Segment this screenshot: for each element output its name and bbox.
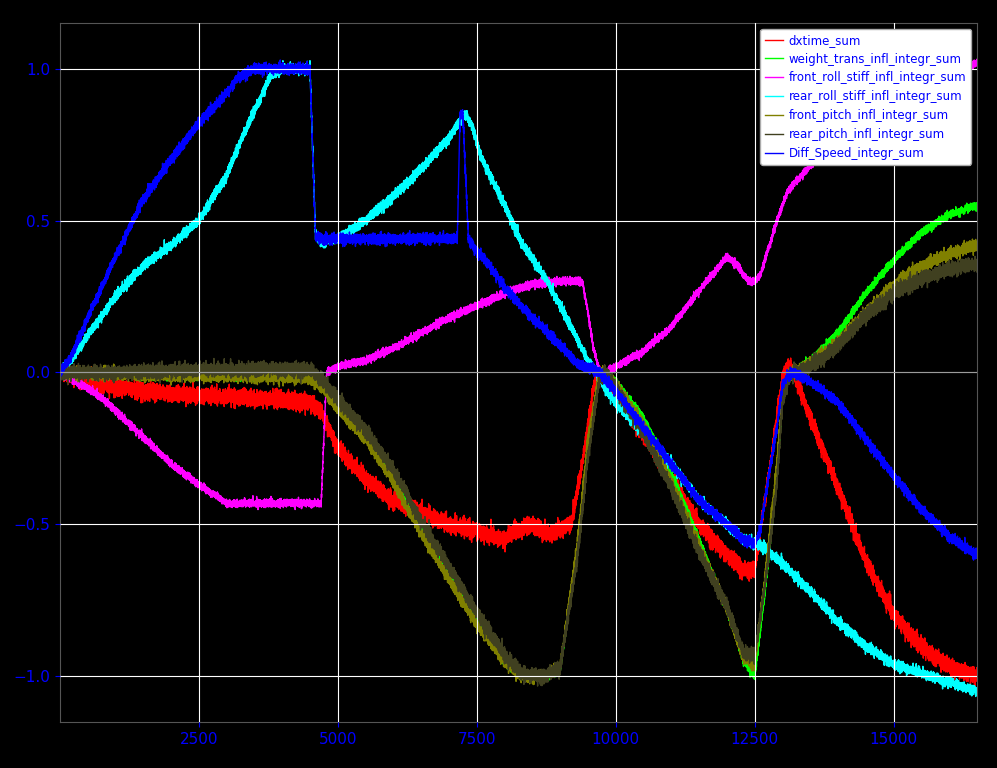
weight_trans_infl_integr_sum	[255, 374, 267, 383]
Diff_Speed_integr_sum	[405, 233, 417, 243]
front_pitch_infl_integr_sum	[54, 366, 66, 376]
Line: Diff_Speed_integr_sum: Diff_Speed_integr_sum	[60, 60, 977, 560]
dxtime_sum	[969, 682, 981, 691]
dxtime_sum	[699, 523, 711, 532]
rear_pitch_infl_integr_sum	[969, 252, 981, 261]
front_pitch_infl_integr_sum	[856, 311, 868, 320]
Diff_Speed_integr_sum	[699, 500, 711, 509]
dxtime_sum	[856, 543, 868, 552]
front_pitch_infl_integr_sum	[699, 548, 711, 558]
front_roll_stiff_infl_integr_sum	[971, 55, 983, 64]
weight_trans_infl_integr_sum	[534, 678, 546, 687]
front_roll_stiff_infl_integr_sum	[444, 313, 456, 322]
weight_trans_infl_integr_sum	[444, 576, 456, 585]
rear_pitch_infl_integr_sum	[405, 498, 417, 507]
dxtime_sum	[405, 495, 417, 505]
dxtime_sum	[785, 353, 797, 362]
rear_roll_stiff_infl_integr_sum	[856, 635, 868, 644]
front_pitch_infl_integr_sum	[971, 237, 983, 247]
rear_pitch_infl_integr_sum	[699, 558, 711, 567]
front_roll_stiff_infl_integr_sum	[255, 501, 267, 510]
Line: front_roll_stiff_infl_integr_sum: front_roll_stiff_infl_integr_sum	[60, 59, 977, 510]
rear_roll_stiff_infl_integr_sum	[54, 368, 66, 377]
Line: rear_pitch_infl_integr_sum: rear_pitch_infl_integr_sum	[60, 257, 977, 686]
front_roll_stiff_infl_integr_sum	[915, 72, 927, 81]
rear_pitch_infl_integr_sum	[54, 369, 66, 378]
front_roll_stiff_infl_integr_sum	[405, 333, 417, 342]
front_pitch_infl_integr_sum	[915, 258, 927, 267]
rear_roll_stiff_infl_integr_sum	[444, 136, 456, 145]
weight_trans_infl_integr_sum	[405, 510, 417, 519]
Legend: dxtime_sum, weight_trans_infl_integr_sum, front_roll_stiff_infl_integr_sum, rear: dxtime_sum, weight_trans_infl_integr_sum…	[761, 29, 971, 165]
Diff_Speed_integr_sum	[967, 555, 979, 564]
Diff_Speed_integr_sum	[915, 510, 927, 519]
rear_pitch_infl_integr_sum	[255, 371, 267, 380]
front_roll_stiff_infl_integr_sum	[54, 365, 66, 374]
dxtime_sum	[255, 399, 267, 409]
rear_pitch_infl_integr_sum	[971, 263, 983, 273]
Diff_Speed_integr_sum	[255, 68, 267, 77]
dxtime_sum	[54, 362, 66, 371]
Diff_Speed_integr_sum	[444, 237, 456, 247]
rear_roll_stiff_infl_integr_sum	[699, 501, 711, 510]
Line: weight_trans_infl_integr_sum: weight_trans_infl_integr_sum	[60, 203, 977, 683]
weight_trans_infl_integr_sum	[54, 369, 66, 378]
weight_trans_infl_integr_sum	[699, 551, 711, 561]
front_pitch_infl_integr_sum	[527, 680, 539, 689]
rear_roll_stiff_infl_integr_sum	[255, 98, 267, 108]
Diff_Speed_integr_sum	[274, 55, 286, 65]
Diff_Speed_integr_sum	[54, 364, 66, 373]
weight_trans_infl_integr_sum	[971, 204, 983, 213]
rear_pitch_infl_integr_sum	[444, 564, 456, 574]
rear_roll_stiff_infl_integr_sum	[970, 692, 982, 701]
rear_pitch_infl_integr_sum	[856, 312, 868, 321]
Line: dxtime_sum: dxtime_sum	[60, 358, 977, 687]
rear_roll_stiff_infl_integr_sum	[304, 56, 316, 65]
dxtime_sum	[915, 637, 927, 647]
rear_pitch_infl_integr_sum	[531, 681, 543, 690]
weight_trans_infl_integr_sum	[856, 291, 868, 300]
Line: front_pitch_infl_integr_sum: front_pitch_infl_integr_sum	[60, 239, 977, 684]
Diff_Speed_integr_sum	[971, 552, 983, 561]
dxtime_sum	[971, 676, 983, 685]
front_pitch_infl_integr_sum	[966, 234, 978, 243]
weight_trans_infl_integr_sum	[915, 227, 927, 236]
front_roll_stiff_infl_integr_sum	[699, 279, 711, 288]
rear_roll_stiff_infl_integr_sum	[915, 667, 927, 677]
front_pitch_infl_integr_sum	[405, 505, 417, 514]
front_pitch_infl_integr_sum	[255, 369, 267, 378]
dxtime_sum	[444, 523, 456, 532]
Line: rear_roll_stiff_infl_integr_sum: rear_roll_stiff_infl_integr_sum	[60, 61, 977, 697]
front_pitch_infl_integr_sum	[444, 577, 456, 586]
Diff_Speed_integr_sum	[856, 430, 868, 439]
weight_trans_infl_integr_sum	[968, 198, 980, 207]
front_roll_stiff_infl_integr_sum	[856, 104, 868, 114]
rear_pitch_infl_integr_sum	[915, 271, 927, 280]
front_roll_stiff_infl_integr_sum	[252, 505, 264, 515]
rear_roll_stiff_infl_integr_sum	[971, 690, 983, 699]
front_roll_stiff_infl_integr_sum	[971, 59, 983, 68]
rear_roll_stiff_infl_integr_sum	[405, 173, 417, 182]
